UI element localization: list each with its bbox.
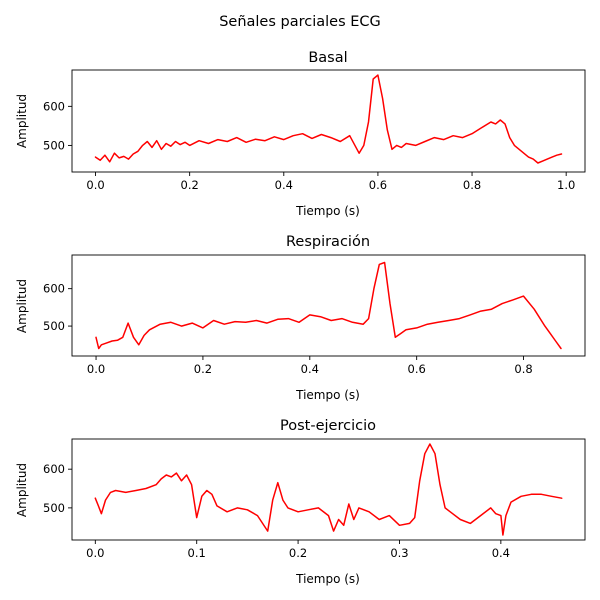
panel-title: Post-ejercicio (280, 418, 376, 434)
x-tick-label: 0.0 (87, 362, 105, 376)
x-tick-label: 0.6 (369, 178, 387, 192)
y-tick-label: 600 (43, 282, 65, 296)
x-tick-label: 0.3 (390, 546, 408, 560)
x-tick-label: 0.1 (188, 546, 206, 560)
x-tick-label: 0.0 (86, 178, 104, 192)
y-axis-label: Amplitud (15, 463, 29, 517)
axes-frame (71, 69, 586, 173)
x-tick-label: 0.0 (86, 546, 104, 560)
axis-ticks: 0.0 0.1 0.2 0.3 0.4 500 600 (43, 462, 510, 560)
y-tick-label: 500 (43, 319, 65, 333)
x-tick-label: 0.8 (514, 362, 532, 376)
x-tick-label: 0.4 (301, 362, 319, 376)
panel-respiracion: Respiración Tiempo (s) Amplitud 0.0 0.2 0.… (15, 234, 586, 402)
x-tick-label: 1.0 (557, 178, 575, 192)
x-tick-label: 0.6 (408, 362, 426, 376)
x-axis-label: Tiempo (s) (295, 204, 360, 218)
y-axis-label: Amplitud (15, 279, 29, 333)
x-tick-label: 0.4 (275, 178, 293, 192)
y-tick-label: 500 (43, 138, 65, 152)
x-axis-label: Tiempo (s) (295, 572, 360, 586)
figure-suptitle: Señales parciales ECG (219, 14, 381, 30)
x-tick-label: 0.2 (194, 362, 212, 376)
panel-basal: Basal Tiempo (s) Amplitud 0.0 0.2 0.4 0.6 0.… (15, 50, 586, 218)
panel-title: Respiración (286, 234, 370, 250)
panel-title: Basal (308, 50, 347, 66)
x-tick-label: 0.4 (492, 546, 510, 560)
x-tick-label: 0.2 (289, 546, 307, 560)
x-tick-label: 0.2 (181, 178, 199, 192)
signal-line (94, 74, 563, 164)
axes-frame (71, 254, 586, 357)
y-axis-label: Amplitud (15, 94, 29, 148)
y-tick-label: 600 (43, 462, 65, 476)
signal-line (94, 443, 563, 536)
axis-ticks: 0.0 0.2 0.4 0.6 0.8 1.0 500 600 (43, 99, 575, 192)
x-tick-label: 0.8 (463, 178, 481, 192)
signal-line (95, 261, 562, 350)
panel-post-ejercicio: Post-ejercicio Tiempo (s) Amplitud 0.0 0.… (15, 418, 586, 586)
y-tick-label: 500 (43, 501, 65, 515)
y-tick-label: 600 (43, 99, 65, 113)
axis-ticks: 0.0 0.2 0.4 0.6 0.8 500 600 (43, 282, 533, 376)
axes-frame (71, 438, 586, 541)
x-axis-label: Tiempo (s) (295, 388, 360, 402)
